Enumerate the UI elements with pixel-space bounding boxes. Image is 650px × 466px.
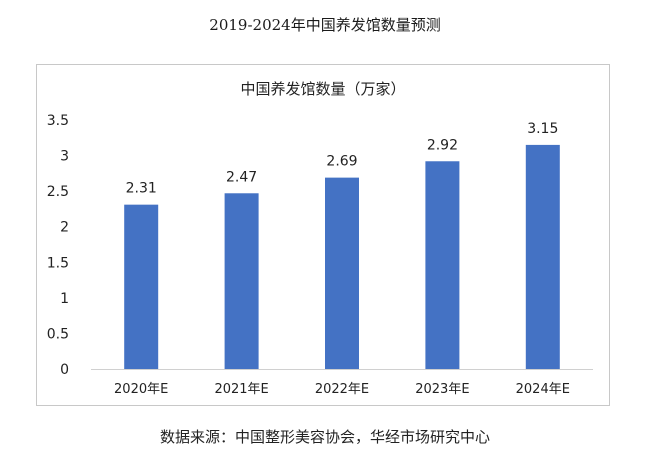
bar <box>425 161 460 369</box>
data-label: 2.47 <box>226 169 257 185</box>
bars-group <box>124 144 560 369</box>
source-note: 数据来源：中国整形美容协会，华经市场研究中心 <box>159 428 490 446</box>
y-tick-label: 3.5 <box>47 113 69 129</box>
x-axis-ticks: 2020年E 2021年E 2022年E 2023年E 2024年E <box>114 382 570 397</box>
x-tick-label: 2023年E <box>415 382 469 397</box>
y-tick-label: 0.5 <box>47 326 69 342</box>
bar <box>525 144 560 369</box>
x-tick-label: 2024年E <box>516 382 570 397</box>
y-tick-label: 0 <box>60 362 69 378</box>
y-axis-ticks: 0 0.5 1 1.5 2 2.5 3 3.5 <box>47 113 69 378</box>
data-labels-group: 2.31 2.47 2.69 2.92 3.15 <box>126 121 559 197</box>
bar <box>124 204 159 369</box>
bar <box>325 177 359 369</box>
chart-title: 中国养发馆数量（万家） <box>240 80 405 98</box>
x-tick-label: 2020年E <box>114 382 168 397</box>
y-tick-label: 2.5 <box>47 184 69 200</box>
y-tick-label: 3 <box>60 149 69 165</box>
figure-title: 2019-2024年中国养发馆数量预测 <box>209 16 441 34</box>
x-tick-label: 2022年E <box>315 382 369 397</box>
data-label: 2.92 <box>427 137 458 153</box>
y-tick-label: 1.5 <box>47 255 69 271</box>
data-label: 2.69 <box>326 154 357 170</box>
data-label: 2.31 <box>126 181 157 197</box>
y-tick-label: 1 <box>60 291 69 307</box>
x-tick-label: 2021年E <box>214 382 268 397</box>
bar-chart: 中国养发馆数量（万家） 0 0.5 1 1.5 2 2.5 3 3.5 2.31 2.47 2.6… <box>47 80 593 397</box>
chart-frame: 中国养发馆数量（万家） 0 0.5 1 1.5 2 2.5 3 3.5 2.31 2.47 2.6… <box>36 64 610 406</box>
data-label: 3.15 <box>527 121 558 137</box>
y-tick-label: 2 <box>60 220 69 236</box>
bar <box>224 193 259 369</box>
